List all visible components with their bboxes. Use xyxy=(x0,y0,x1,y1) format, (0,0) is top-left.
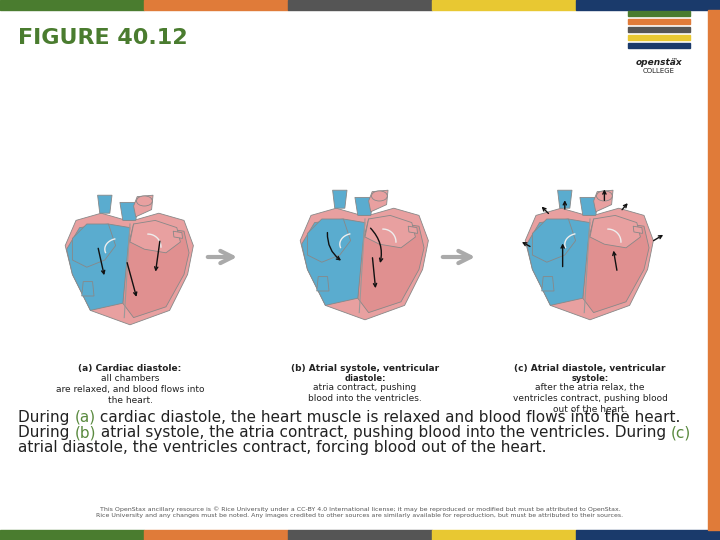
Bar xyxy=(432,0,576,10)
Text: systole:: systole: xyxy=(572,374,608,383)
Bar xyxy=(628,19,690,24)
Text: diastole:: diastole: xyxy=(344,374,386,383)
Polygon shape xyxy=(67,224,130,310)
Polygon shape xyxy=(134,195,153,217)
Polygon shape xyxy=(541,276,554,291)
Text: (c): (c) xyxy=(671,425,691,440)
Polygon shape xyxy=(526,219,590,306)
Text: (a) Cardiac diastole:: (a) Cardiac diastole: xyxy=(78,364,181,373)
Polygon shape xyxy=(532,219,575,262)
Polygon shape xyxy=(358,219,424,313)
Polygon shape xyxy=(317,276,329,291)
Polygon shape xyxy=(408,226,418,233)
Polygon shape xyxy=(365,215,415,248)
Bar xyxy=(432,530,576,540)
Polygon shape xyxy=(525,208,653,320)
Polygon shape xyxy=(557,190,572,208)
Polygon shape xyxy=(73,224,116,267)
Text: (b) Atrial systole, ventricular: (b) Atrial systole, ventricular xyxy=(291,364,439,373)
Ellipse shape xyxy=(596,191,612,201)
Text: FIGURE 40.12: FIGURE 40.12 xyxy=(18,28,188,48)
Polygon shape xyxy=(333,190,347,208)
Polygon shape xyxy=(593,190,613,212)
Polygon shape xyxy=(120,202,139,220)
Bar xyxy=(576,530,720,540)
Text: (a): (a) xyxy=(74,410,95,425)
Text: all chambers
are relaxed, and blood flows into
the heart.: all chambers are relaxed, and blood flow… xyxy=(55,374,204,405)
Text: (c) Atrial diastole, ventricular: (c) Atrial diastole, ventricular xyxy=(514,364,666,373)
Bar xyxy=(628,35,690,40)
Text: During: During xyxy=(18,410,74,425)
Polygon shape xyxy=(582,219,649,313)
Text: COLLEGE: COLLEGE xyxy=(643,68,675,74)
Polygon shape xyxy=(130,220,181,253)
Bar xyxy=(144,0,288,10)
Text: During: During xyxy=(18,425,74,440)
Polygon shape xyxy=(300,208,428,320)
Ellipse shape xyxy=(372,191,387,201)
Text: after the atria relax, the
ventricles contract, pushing blood
out of the heart.: after the atria relax, the ventricles co… xyxy=(513,383,667,414)
Text: ™: ™ xyxy=(672,57,678,63)
Polygon shape xyxy=(307,219,351,262)
Bar xyxy=(0,0,144,10)
Bar xyxy=(628,43,690,48)
Ellipse shape xyxy=(137,196,153,206)
Bar xyxy=(288,0,432,10)
Polygon shape xyxy=(66,213,194,325)
Polygon shape xyxy=(590,215,640,248)
Bar xyxy=(576,0,720,10)
Polygon shape xyxy=(633,226,642,233)
Bar xyxy=(628,11,690,16)
Polygon shape xyxy=(369,190,388,212)
Bar xyxy=(288,530,432,540)
Text: (b): (b) xyxy=(74,425,96,440)
Text: atrial systole, the atria contract, pushing blood into the ventricles. During: atrial systole, the atria contract, push… xyxy=(96,425,671,440)
Bar xyxy=(144,530,288,540)
Text: atrial diastole, the ventricles contract, forcing blood out of the heart.: atrial diastole, the ventricles contract… xyxy=(18,440,546,455)
Polygon shape xyxy=(82,281,94,296)
Polygon shape xyxy=(302,219,365,306)
Text: openstax: openstax xyxy=(636,58,683,67)
Text: cardiac diastole, the heart muscle is relaxed and blood flows into the heart.: cardiac diastole, the heart muscle is re… xyxy=(95,410,680,425)
Polygon shape xyxy=(355,198,374,215)
Text: atria contract, pushing
blood into the ventricles.: atria contract, pushing blood into the v… xyxy=(308,383,422,403)
Bar xyxy=(0,530,144,540)
Polygon shape xyxy=(580,198,598,215)
Text: This OpenStax ancillary resource is © Rice University under a CC-BY 4.0 Internat: This OpenStax ancillary resource is © Ri… xyxy=(96,507,624,518)
Polygon shape xyxy=(98,195,112,213)
Polygon shape xyxy=(174,231,183,238)
Polygon shape xyxy=(123,224,189,318)
Bar xyxy=(628,27,690,32)
Bar xyxy=(708,10,720,530)
